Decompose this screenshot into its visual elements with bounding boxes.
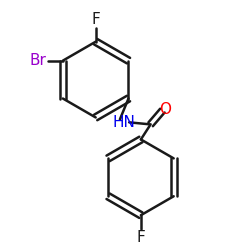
Text: F: F: [136, 230, 145, 245]
Text: F: F: [91, 12, 100, 26]
Text: Br: Br: [30, 53, 46, 68]
Text: O: O: [159, 102, 171, 117]
Text: HN: HN: [112, 115, 135, 130]
